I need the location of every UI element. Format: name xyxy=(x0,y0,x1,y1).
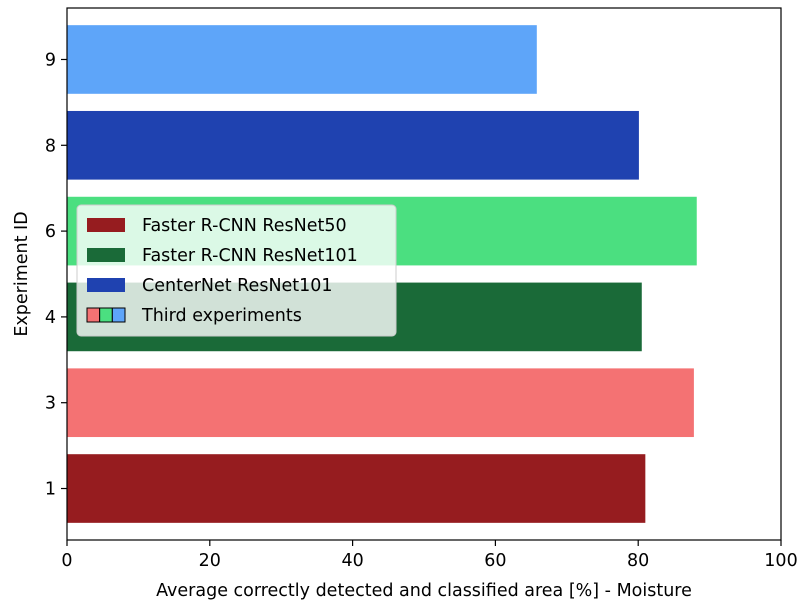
legend-swatch-segment xyxy=(86,307,101,323)
x-tick-label: 20 xyxy=(199,551,221,571)
bar-experiment-8 xyxy=(67,110,639,180)
y-tick-label: 9 xyxy=(45,50,56,70)
plot-frame xyxy=(66,7,782,541)
legend: Faster R-CNN ResNet50 Faster R-CNN ResNet… xyxy=(76,204,397,337)
bar-experiment-9 xyxy=(67,25,537,94)
legend-box xyxy=(76,204,397,337)
x-axis: 0 20 40 60 80 100 xyxy=(61,540,798,571)
legend-label: CenterNet ResNet101 xyxy=(142,276,333,296)
y-axis-label: Experiment ID xyxy=(12,211,32,336)
legend-swatch xyxy=(87,248,125,262)
y-tick-label: 3 xyxy=(45,394,56,414)
y-tick-label: 6 xyxy=(45,222,56,242)
legend-label: Third experiments xyxy=(141,306,302,326)
bar-experiment-1 xyxy=(67,454,646,523)
y-tick-label: 1 xyxy=(45,480,56,500)
x-tick-label: 60 xyxy=(484,551,506,571)
y-tick-label: 8 xyxy=(45,136,56,156)
legend-swatch xyxy=(87,278,125,292)
legend-swatch xyxy=(87,218,125,232)
y-axis: 1 3 4 6 8 9 xyxy=(45,50,67,500)
legend-swatch-segment xyxy=(111,307,126,323)
x-tick-label: 40 xyxy=(341,551,363,571)
legend-label: Faster R-CNN ResNet101 xyxy=(142,246,358,266)
bar-experiment-3 xyxy=(67,368,694,438)
legend-swatch-segment xyxy=(99,307,113,323)
x-tick-label: 80 xyxy=(627,551,649,571)
x-axis-label: Average correctly detected and classifie… xyxy=(156,581,692,601)
y-tick-label: 4 xyxy=(45,308,56,328)
x-tick-label: 100 xyxy=(764,551,797,571)
legend-label: Faster R-CNN ResNet50 xyxy=(142,216,347,236)
x-tick-label: 0 xyxy=(61,551,72,571)
